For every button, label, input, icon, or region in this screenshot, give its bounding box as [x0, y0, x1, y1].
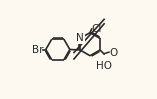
- Text: Cl: Cl: [92, 24, 102, 34]
- Text: N: N: [76, 33, 84, 43]
- Text: O: O: [110, 48, 118, 58]
- Text: HO: HO: [96, 61, 112, 71]
- Text: Br: Br: [32, 44, 43, 55]
